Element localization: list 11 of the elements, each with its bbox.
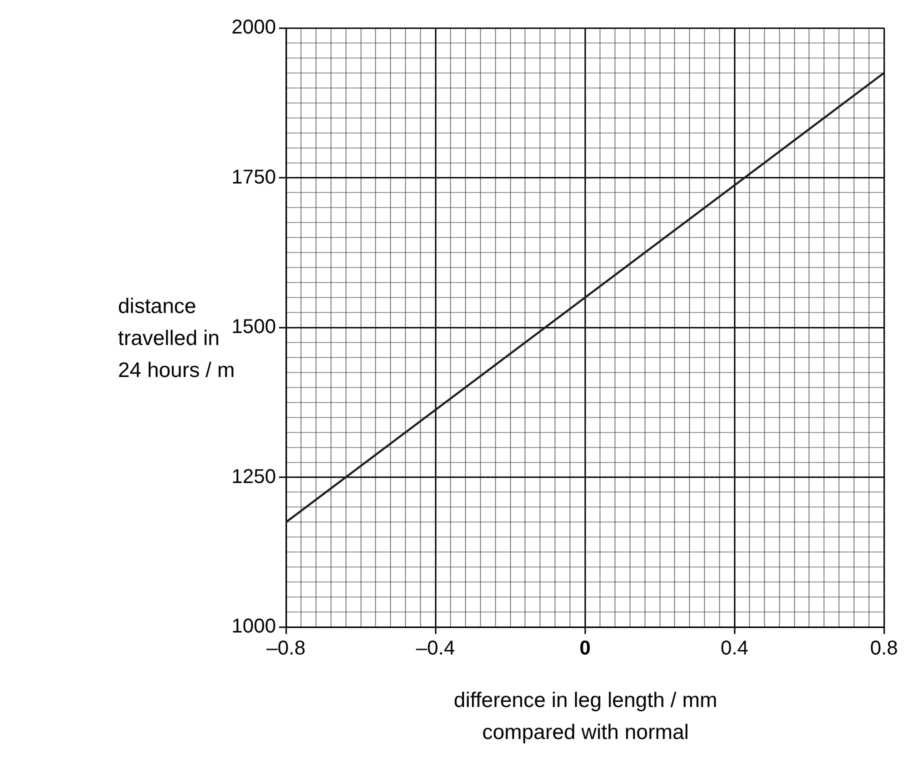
- y-tick-label: 2000: [232, 16, 276, 39]
- y-tick-label: 1750: [232, 166, 276, 188]
- y-tick-label: 1500: [232, 316, 276, 338]
- x-axis-title: difference in leg length / mm compared with normal: [452, 688, 718, 746]
- y-tick-label: 1000: [232, 616, 276, 638]
- x-tick-label: –0.8: [266, 638, 306, 660]
- x-tick-label: –0.4: [416, 638, 455, 660]
- x-tick-label: 0.4: [720, 638, 748, 660]
- x-tick-label: 0: [579, 638, 591, 660]
- y-tick-label: 1250: [232, 466, 276, 488]
- x-tick-label: 0.8: [870, 638, 898, 660]
